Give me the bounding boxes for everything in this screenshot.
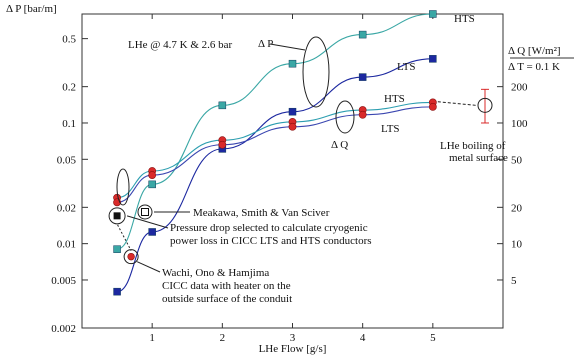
wachi-ref-point [127,252,135,261]
data-point [148,228,156,236]
data-point [358,110,367,119]
right-y-tick-label: 200 [511,82,528,94]
data-point [218,101,227,110]
boiling-dashed-link [437,101,477,106]
wachi-label-line3: outside surface of the conduit [162,293,292,305]
label-hts-dp: HTS [454,13,475,25]
selected-label-line2: power loss in CICC LTS and HTS conductor… [170,235,372,247]
left-y-tick-label: 0.1 [62,118,76,130]
wachi-label-line1: Wachi, Ono & Hamjima [162,267,269,279]
data-point [218,140,227,149]
dp-leader-line [269,43,306,51]
dp-label: Δ P [258,38,273,50]
x-axis-label: LHe Flow [g/s] [259,343,327,355]
left-y-axis-label: Δ P [bar/m] [6,3,57,15]
left-y-tick-label: 0.5 [62,34,76,46]
data-point [148,171,157,179]
wachi-label-line2: CICC data with heater on the [162,280,291,292]
data-point [429,10,437,18]
meakawa-label: Meakawa, Smith & Van Sciver [193,207,330,219]
meakawa-ref-circle [108,207,126,225]
condition-label: LHe @ 4.7 K & 2.6 bar [128,39,233,51]
left-y-tick-label: 0.005 [51,275,76,287]
data-point [358,30,367,39]
series-line-dq-hts [117,101,433,199]
label-hts-dq: HTS [384,93,405,105]
data-point [429,55,437,63]
dp-group-ellipse [302,36,330,108]
right-y-axis-label-bottom: Δ T = 0.1 K [508,61,560,73]
label-lts-dp: LTS [397,61,416,73]
dq-group-ellipse [335,100,355,134]
wachi-dashed-link [117,224,132,251]
meakawa-legend-circle [137,204,153,220]
right-y-axis-label-top: Δ Q [W/m²] [508,45,561,57]
label-lts-dq: LTS [381,123,400,135]
x-tick-label: 4 [360,332,366,344]
series-line-dq-lts [117,106,433,203]
right-y-tick-label: 100 [511,118,528,130]
left-y-tick-label: 0.01 [57,239,76,251]
left-y-tick-label: 0.02 [57,202,76,214]
wachi-leader [136,261,161,273]
x-tick-label: 2 [220,332,226,344]
right-y-tick-label: 10 [511,239,523,251]
data-point [288,122,297,131]
selected-leader [126,215,169,229]
right-y-tick-label: 20 [511,202,523,214]
series-layer [113,10,437,296]
left-y-tick-label: 0.002 [51,323,76,335]
annotations: LHe @ 4.7 K & 2.6 bar HTS LTS HTS LTS Δ P Δ Q L… [108,13,508,305]
right-y-tick-label: 50 [511,154,523,166]
data-point [113,245,121,253]
data-point [358,73,367,81]
meakawa-ref-point [113,212,121,220]
dq-label: Δ Q [331,139,348,151]
x-tick-label: 1 [149,332,155,344]
left-y-tick-label: 0.05 [57,154,77,166]
data-point [288,59,297,68]
right-y-tick-label: 5 [511,275,517,287]
data-point [148,180,156,189]
meakawa-legend-square [141,208,149,216]
boiling-label-line1: LHe boiling of [440,140,506,152]
data-point [113,287,121,296]
data-point [288,107,297,116]
wachi-ref-circle [123,249,139,265]
selected-label-line1: Pressure drop selected to calculate cryo… [170,222,368,234]
x-tick-label: 5 [430,332,436,344]
low-flow-ellipse [116,168,130,206]
left-y-tick-label: 0.2 [62,82,76,94]
axes: 1 2 3 4 5 0.002 0.005 0.01 0.02 0.05 0.1 0.2 0.5 5 10 2… [6,3,574,355]
boiling-marker [477,97,493,113]
data-point [428,102,437,111]
boiling-label-line2: metal surface [449,152,508,164]
x-tick-label: 3 [290,332,296,344]
